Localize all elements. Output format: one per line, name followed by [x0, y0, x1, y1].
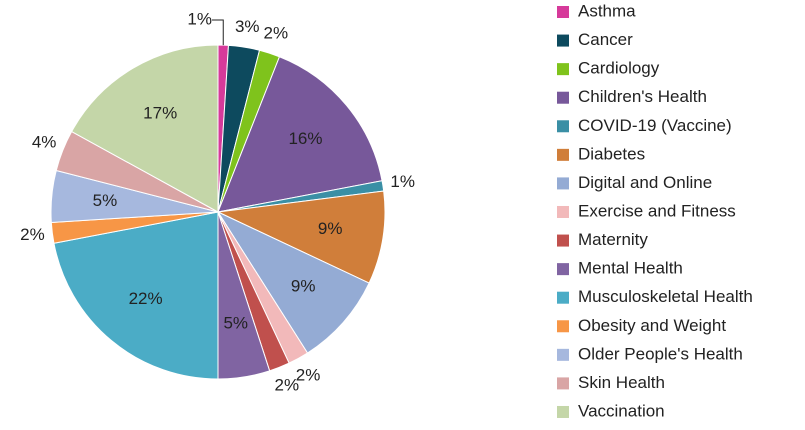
data-label: 5% [223, 314, 248, 333]
data-label: 9% [318, 219, 343, 238]
pie-slice [216, 190, 386, 284]
leader-line [212, 19, 224, 46]
legend-label: Exercise and Fitness [578, 201, 736, 220]
legend-label: Cardiology [578, 59, 660, 78]
data-label: 2% [275, 375, 300, 394]
pie-slice [53, 211, 219, 380]
legend-label: COVID-19 (Vaccine) [578, 116, 732, 135]
data-label: 2% [296, 365, 321, 384]
data-label: 1% [390, 172, 415, 191]
legend-swatch [557, 148, 569, 161]
legend-label: Diabetes [578, 144, 645, 163]
pie-slice [216, 210, 370, 354]
legend-swatch [557, 63, 569, 76]
legend-swatch [557, 205, 569, 218]
legend-label: Maternity [578, 230, 648, 249]
pie-slice [217, 56, 383, 213]
legend-swatch [557, 177, 569, 190]
legend-label: Mental Health [578, 259, 683, 278]
legend-swatch [557, 320, 569, 333]
legend-swatch [557, 120, 569, 133]
legend-label: Digital and Online [578, 173, 712, 192]
legend-label: Cancer [578, 30, 633, 49]
data-label: 1% [187, 9, 212, 28]
legend-swatch [557, 263, 569, 276]
legend-swatch [557, 6, 569, 18]
data-label: 22% [129, 289, 163, 308]
legend-swatch [557, 91, 569, 104]
legend-label: Musculoskeletal Health [578, 287, 753, 306]
legend-label: Children's Health [578, 87, 707, 106]
legend-label: Obesity and Weight [578, 316, 726, 335]
legend-label: Older People's Health [578, 344, 743, 363]
legend-label: Vaccination [578, 401, 665, 420]
data-label: 2% [263, 24, 288, 43]
pie-slice [70, 44, 219, 213]
data-label: 3% [235, 17, 260, 36]
legend-swatch [557, 348, 569, 361]
legend-swatch [557, 405, 569, 418]
legend-swatch [557, 34, 569, 47]
data-label: 5% [93, 191, 118, 210]
legend-swatch [557, 234, 569, 247]
data-label: 9% [291, 277, 316, 296]
data-label: 17% [143, 104, 177, 123]
legend-label: Asthma [578, 1, 636, 20]
legend-swatch [557, 377, 569, 390]
data-label: 2% [20, 225, 45, 244]
legend-label: Skin Health [578, 373, 665, 392]
data-label: 4% [32, 133, 57, 152]
legend-swatch [557, 291, 569, 304]
data-label: 16% [288, 129, 322, 148]
